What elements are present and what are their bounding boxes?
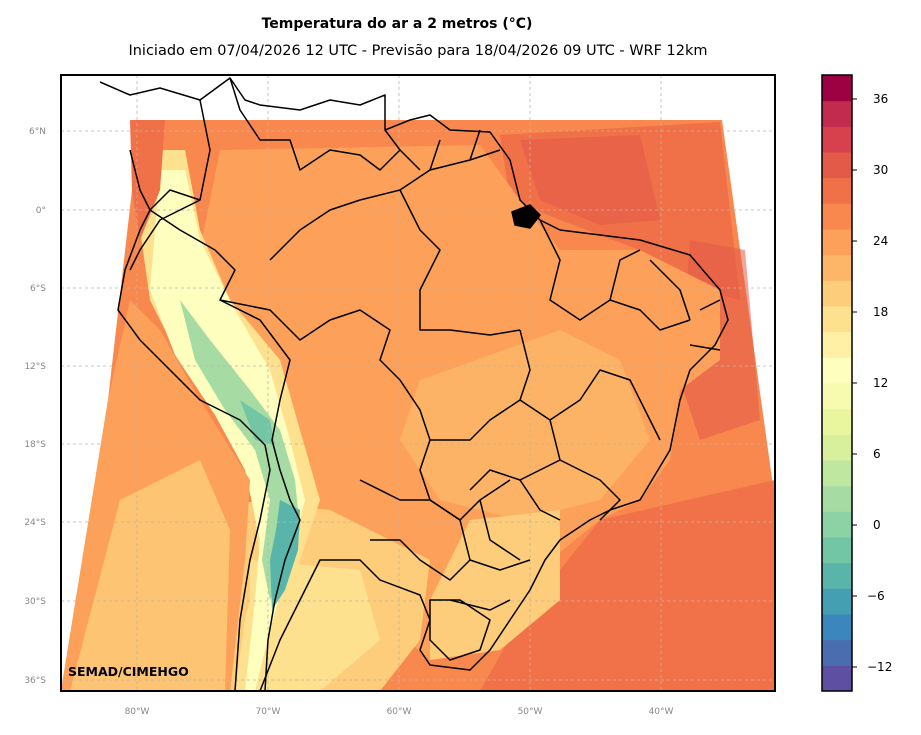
pacific-coast — [117, 149, 271, 691]
lat-label: 24°S — [24, 518, 46, 528]
light-southeast — [430, 510, 560, 660]
paraguay-border — [359, 479, 471, 581]
pacific-north-warm — [130, 120, 165, 240]
colorbar-labels: 36 30 24 18 12 6 0 −6 −12 — [867, 92, 892, 674]
marajo-island — [511, 204, 541, 229]
colorbar-segment — [822, 229, 852, 256]
lat-label: 12°S — [24, 362, 46, 372]
state-lines-southeast — [449, 459, 621, 611]
colorbar-label: 0 — [873, 518, 881, 532]
lon-label: 70°W — [256, 707, 281, 717]
colorbar-segment — [822, 511, 852, 538]
colorbar-segment — [822, 177, 852, 204]
colorbar-segment — [822, 100, 852, 127]
andes-cool-band — [180, 300, 300, 600]
colorbar-segment — [822, 485, 852, 512]
map-title: Temperatura do ar a 2 metros (°C) — [261, 16, 533, 32]
colorbar-label: 24 — [873, 234, 888, 248]
lon-label: 80°W — [125, 707, 150, 717]
map-subtitle: Iniciado em 07/04/2026 12 UTC - Previsão… — [128, 43, 708, 59]
state-lines-northeast — [539, 219, 721, 351]
pale-interior — [400, 330, 650, 520]
map-frame — [60, 74, 776, 692]
lat-label: 6°N — [29, 127, 46, 137]
colorbar-segment — [822, 434, 852, 461]
colorbar-segment — [822, 639, 852, 666]
lon-label: 50°W — [518, 707, 543, 717]
colorbar-segment — [822, 460, 852, 487]
colorbar-segment — [822, 383, 852, 410]
colorbar-segment — [822, 126, 852, 153]
lat-label: 0° — [36, 206, 46, 216]
colorbar-segment — [822, 537, 852, 564]
andes-cold-core-2 — [240, 400, 275, 445]
colorbar-label: −6 — [867, 589, 885, 603]
venezuela-guyanas — [229, 77, 421, 171]
uruguay-border — [429, 599, 491, 661]
hot-ocean-patch — [520, 135, 660, 225]
state-lines-north — [269, 129, 521, 336]
colorbar-segment — [822, 280, 852, 307]
longitude-labels: 80°W 70°W 60°W 50°W 40°W — [125, 707, 674, 717]
colorbar-label: −12 — [867, 660, 892, 674]
colorbar-label: 36 — [873, 92, 888, 106]
colorbar-ticks — [852, 98, 857, 668]
colorbar-segment — [822, 203, 852, 230]
colorbar — [822, 75, 852, 692]
temperature-field — [61, 120, 775, 691]
colombia-ecuador — [129, 99, 211, 271]
credit-label: SEMAD/CIMEHGO — [68, 664, 189, 679]
lat-label: 36°S — [24, 676, 46, 686]
graticule — [61, 75, 775, 691]
country-and-state-borders — [99, 77, 729, 691]
colorbar-label: 6 — [873, 447, 881, 461]
colorbar-label: 30 — [873, 163, 888, 177]
lat-label: 18°S — [24, 440, 46, 450]
colorbar-label: 18 — [873, 305, 888, 319]
colorbar-segment — [822, 562, 852, 589]
colorbar-segment — [822, 408, 852, 435]
lon-label: 40°W — [649, 707, 674, 717]
warm-ocean-south — [480, 480, 775, 691]
latitude-labels: 6°N 0° 6°S 12°S 18°S 24°S 30°S 36°S — [24, 127, 46, 686]
colorbar-segment — [822, 75, 852, 102]
colorbar-segment — [822, 306, 852, 333]
continent-outline — [99, 77, 729, 691]
colorbar-segment — [822, 588, 852, 615]
colorbar-segment — [822, 331, 852, 358]
lat-label: 6°S — [30, 284, 46, 294]
colorbar-label: 12 — [873, 376, 888, 390]
colorbar-segment — [822, 665, 852, 692]
colorbar-segment — [822, 357, 852, 384]
lon-label: 60°W — [387, 707, 412, 717]
andes-cold-core — [270, 500, 300, 610]
andes-border — [149, 209, 301, 691]
colorbar-segment — [822, 254, 852, 281]
colorbar-segment — [822, 152, 852, 179]
lat-label: 30°S — [24, 597, 46, 607]
colorbar-segment — [822, 614, 852, 641]
pacific-coastal-cool — [70, 460, 230, 691]
